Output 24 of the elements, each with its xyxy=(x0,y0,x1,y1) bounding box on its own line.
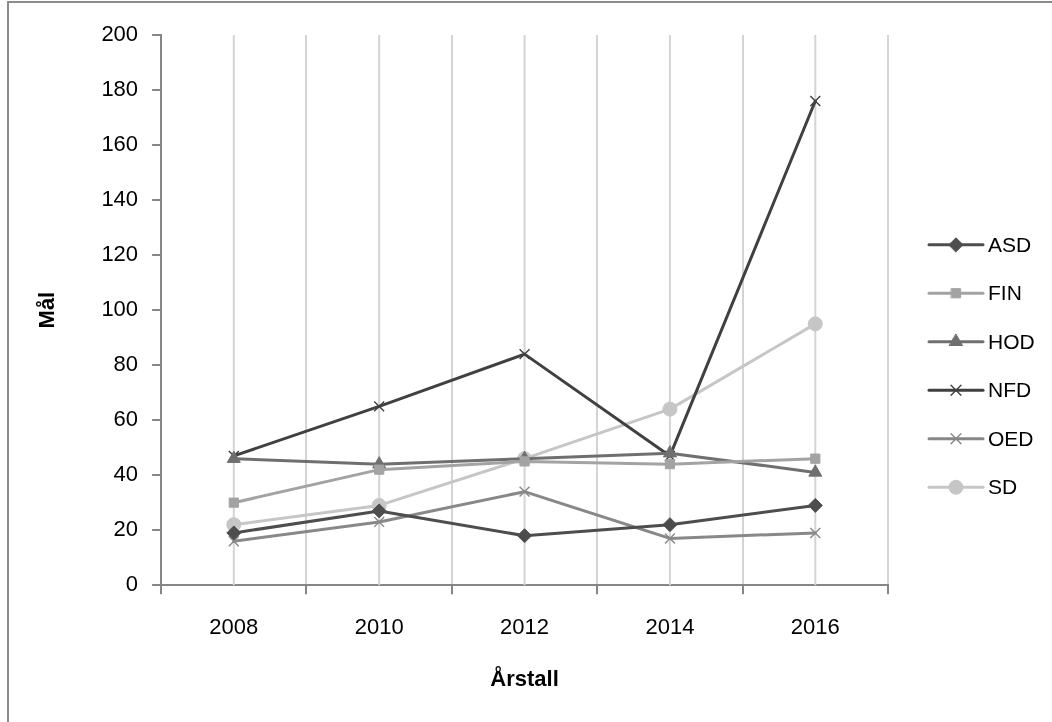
y-tick-label: 180 xyxy=(101,76,139,102)
y-tick-label: 200 xyxy=(101,21,139,47)
y-tick-label: 20 xyxy=(113,516,139,542)
y-tick-label: 60 xyxy=(113,406,139,432)
y-tick-label: 80 xyxy=(113,351,139,377)
legend-label: ASD xyxy=(988,232,1032,256)
legend-label: SD xyxy=(988,475,1018,499)
y-tick-label: 100 xyxy=(101,296,139,322)
x-tick-label: 2008 xyxy=(209,614,259,640)
x-tick-label: 2012 xyxy=(500,614,550,640)
legend-label: FIN xyxy=(988,281,1022,305)
x-tick-label: 2016 xyxy=(790,614,840,640)
y-tick-label: 140 xyxy=(101,186,139,212)
legend-label: OED xyxy=(988,426,1034,450)
x-axis-title: Årstall xyxy=(490,664,559,691)
legend-label: HOD xyxy=(988,329,1035,353)
y-tick-label: 0 xyxy=(125,571,139,597)
legend-label: NFD xyxy=(988,378,1032,402)
y-tick-label: 40 xyxy=(113,461,139,487)
y-axis-title: Mål xyxy=(34,291,60,329)
x-tick-label: 2014 xyxy=(645,614,695,640)
x-tick-label: 2010 xyxy=(354,614,404,640)
y-tick-label: 160 xyxy=(101,131,139,157)
y-tick-label: 120 xyxy=(101,241,139,267)
